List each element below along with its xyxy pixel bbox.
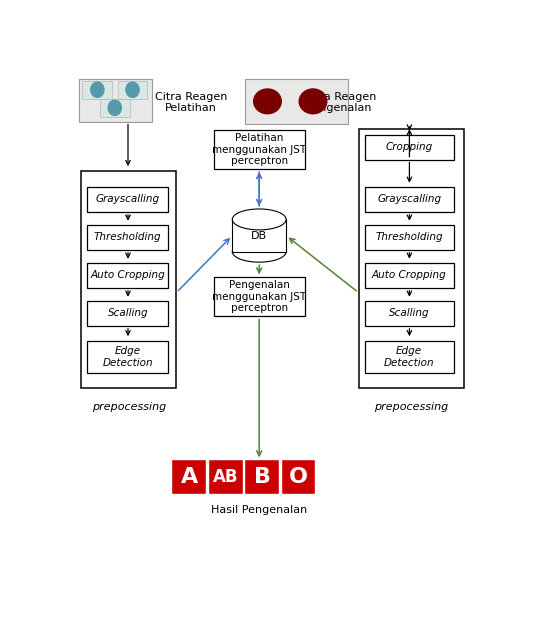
Text: Edge
Detection: Edge Detection [103,346,153,368]
FancyBboxPatch shape [245,79,348,124]
Text: prepocessing: prepocessing [92,402,166,412]
Text: Scalling: Scalling [389,308,429,318]
FancyBboxPatch shape [365,341,454,373]
Text: Edge
Detection: Edge Detection [384,346,435,368]
Text: Hasil Pengenalan: Hasil Pengenalan [211,505,307,515]
FancyBboxPatch shape [88,187,168,212]
Text: Pengenalan
menggunakan JST
perceptron: Pengenalan menggunakan JST perceptron [212,280,307,313]
Text: Citra Reagen
Pelatihan: Citra Reagen Pelatihan [155,92,227,114]
Text: prepocessing: prepocessing [374,402,449,412]
Text: Scalling: Scalling [107,308,148,318]
Circle shape [126,82,139,97]
FancyBboxPatch shape [232,220,286,252]
Ellipse shape [253,88,282,114]
Ellipse shape [232,241,286,262]
Text: Grayscalling: Grayscalling [96,194,160,204]
Text: A: A [180,468,198,487]
FancyBboxPatch shape [88,263,168,288]
Ellipse shape [299,88,327,114]
Text: B: B [254,468,271,487]
FancyBboxPatch shape [79,79,152,122]
Text: Pelatihan
menggunakan JST
perceptron: Pelatihan menggunakan JST perceptron [212,133,307,166]
FancyBboxPatch shape [81,172,176,387]
FancyBboxPatch shape [365,187,454,212]
FancyBboxPatch shape [209,460,242,494]
FancyBboxPatch shape [358,129,464,387]
FancyBboxPatch shape [117,81,147,99]
Circle shape [91,82,104,97]
FancyBboxPatch shape [365,225,454,250]
Text: Thresholding: Thresholding [94,233,162,242]
FancyBboxPatch shape [172,460,206,494]
Text: O: O [289,468,308,487]
FancyBboxPatch shape [245,460,279,494]
FancyBboxPatch shape [214,278,305,317]
Text: AB: AB [213,468,238,486]
FancyBboxPatch shape [365,301,454,326]
FancyBboxPatch shape [100,99,130,117]
FancyBboxPatch shape [88,225,168,250]
Text: Citra Reagen
Pengenalan: Citra Reagen Pengenalan [304,92,376,114]
Text: Thresholding: Thresholding [375,233,443,242]
FancyBboxPatch shape [365,263,454,288]
FancyBboxPatch shape [214,130,305,169]
FancyBboxPatch shape [88,301,168,326]
Text: DB: DB [251,231,267,241]
Text: Auto Cropping: Auto Cropping [90,270,165,281]
Text: Cropping: Cropping [386,142,433,152]
Text: Grayscalling: Grayscalling [377,194,441,204]
FancyBboxPatch shape [82,81,112,99]
FancyBboxPatch shape [365,135,454,160]
Ellipse shape [232,209,286,230]
FancyBboxPatch shape [281,460,316,494]
Circle shape [108,100,121,115]
FancyBboxPatch shape [88,341,168,373]
Text: Auto Cropping: Auto Cropping [372,270,446,281]
